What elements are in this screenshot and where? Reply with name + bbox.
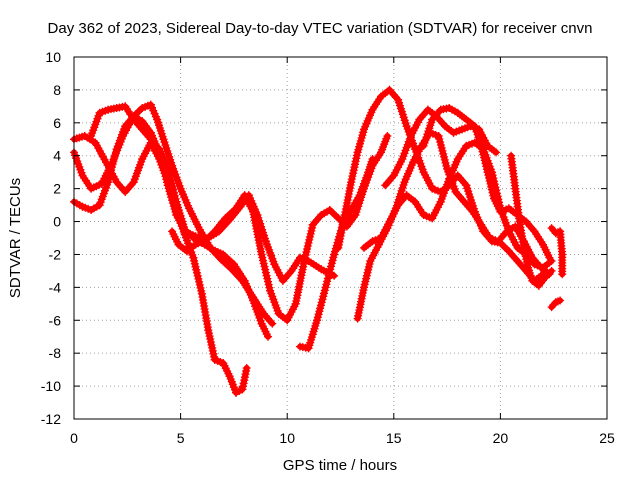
y-tick-label: 2 [53,181,61,197]
y-tick-label: -10 [41,378,61,394]
series-line [71,113,338,284]
data-point [242,364,251,372]
series-arc-14 [547,296,565,312]
x-tick-label: 25 [599,430,615,446]
data-point [545,253,554,262]
y-tick-label: 6 [53,115,61,131]
x-tick-label: 0 [70,430,78,446]
grid [74,57,607,419]
chart-title: Day 362 of 2023, Sidereal Day-to-day VTE… [48,20,593,37]
x-tick-label: 20 [493,430,509,446]
data-traces [70,85,567,397]
y-tick-label: -2 [49,246,62,262]
data-point [556,296,565,305]
y-tick-label: 8 [53,82,61,98]
x-axis-label: GPS time / hours [283,457,397,474]
y-tick-label: -8 [49,345,62,361]
data-point [558,270,567,279]
series-arc-3 [70,112,339,285]
y-tick-label: 0 [53,214,61,230]
y-axis-label: SDTVAR / TECUs [7,178,24,298]
y-tick-label: -4 [49,279,62,295]
series-line [71,133,250,396]
data-point [383,132,392,140]
data-point [368,155,377,163]
y-tick-label: -12 [41,411,61,427]
x-tick-label: 10 [279,430,295,446]
data-point [264,332,272,341]
x-tick-label: 15 [386,430,402,446]
y-tick-label: 10 [45,49,61,65]
series-arc-8 [334,85,547,285]
series-arc-13 [547,224,567,279]
data-point [492,148,501,157]
data-point [547,266,556,275]
y-tick-label: 4 [53,148,61,164]
data-point [268,319,277,328]
series-arc-7 [353,128,554,323]
y-tick-label: -6 [49,312,62,328]
axis-ticks: 0 5 10 15 20 25 -12 -10 -8 -6 -4 -2 0 2 4 6 8 10 [41,49,615,446]
series-arc-12 [507,151,556,290]
plot-frame [73,56,608,420]
x-tick-label: 5 [177,430,185,446]
